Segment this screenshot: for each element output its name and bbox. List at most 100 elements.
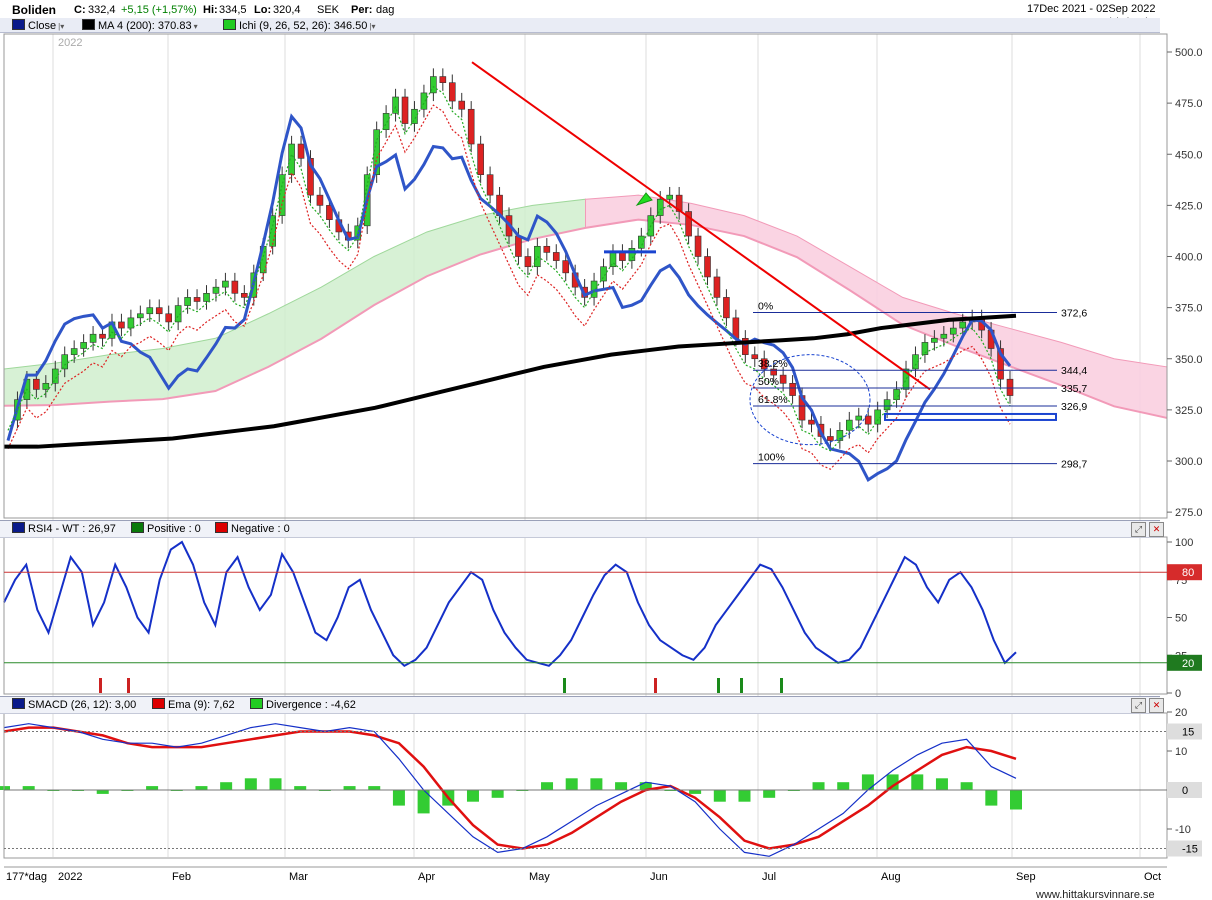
zoom-icon[interactable]: ⤢	[1131, 698, 1146, 713]
candle-down	[401, 96, 409, 124]
fib-value-label: 344,4	[1061, 365, 1087, 377]
candle-up	[392, 96, 399, 114]
chevron-down-icon[interactable]: ▾	[193, 22, 198, 31]
divergence-bar	[590, 778, 603, 790]
rsi-signal-bar	[740, 678, 743, 693]
y-tick-label: 400.0	[1175, 252, 1203, 264]
support-box	[884, 412, 1057, 421]
candle-down	[864, 415, 872, 425]
candle-up	[80, 342, 87, 349]
lo-label: Lo:	[254, 4, 272, 16]
trend-line	[471, 61, 931, 391]
ema-swatch	[152, 698, 165, 709]
candle-down	[808, 419, 815, 425]
y-tick-label: 500.0	[1175, 47, 1203, 59]
rsi-legend[interactable]: RSI4 - WT : 26,97	[12, 522, 116, 535]
candle-up	[212, 286, 220, 294]
smacd-label: SMACD (26, 12): 3,00	[28, 699, 137, 711]
period-label: 177*dag	[6, 871, 47, 883]
zoom-icon[interactable]: ⤢	[1131, 522, 1146, 537]
candle-down	[713, 276, 721, 298]
close-icon[interactable]: ✕	[1149, 698, 1164, 713]
rsi-y-tick-label: 100	[1175, 537, 1193, 549]
chevron-down-icon[interactable]: |▾	[58, 22, 65, 31]
smacd-y-tick-label: -10	[1175, 824, 1191, 836]
divergence-bar	[244, 778, 257, 790]
fib-pct-label: 61.8%	[758, 394, 788, 406]
legend-ma[interactable]: MA 4 (200): 370.83 ▾	[82, 19, 198, 32]
divergence-bar	[417, 790, 430, 814]
y-tick-label: 275.0	[1175, 507, 1203, 519]
x-tick-label: Sep	[1016, 871, 1036, 883]
ma-line	[4, 313, 1017, 449]
period-label: Per:	[351, 4, 373, 16]
candle-down	[524, 256, 532, 268]
rsi-level-80-badge	[1167, 564, 1202, 581]
close-value: 332,4	[88, 4, 116, 16]
hi-value: 334,5	[219, 4, 247, 16]
candle-up	[600, 266, 607, 282]
fib-pct-label: 100%	[758, 452, 785, 464]
candle-down	[33, 378, 40, 390]
candle-down	[165, 313, 172, 323]
divergence-bar	[0, 786, 10, 790]
x-tick-label: Apr	[418, 871, 435, 883]
candle-up	[89, 333, 97, 343]
chevron-down-icon[interactable]: |▾	[369, 22, 376, 31]
divergence-bar	[146, 786, 159, 790]
candle-up	[61, 354, 69, 370]
legend-ichi-label: Ichi (9, 26, 52, 26): 346.50	[239, 20, 368, 32]
axes: 275.0 300.0 325.0 350.0 375.0 400.0 425.0 450.0…	[3, 33, 1203, 900]
candle-up	[638, 235, 645, 249]
candle-up	[534, 245, 541, 268]
candle-down	[770, 368, 777, 376]
rsi-level-20-badge	[1167, 654, 1202, 671]
candle-up	[184, 297, 191, 306]
legend-close[interactable]: Close |▾	[12, 19, 64, 32]
fib-value-label: 298,7	[1061, 459, 1087, 471]
rsi-negative: Negative : 0	[215, 522, 290, 535]
divergence-bar	[22, 786, 35, 790]
x-tick-label: 2022	[58, 871, 82, 883]
candle-down	[723, 297, 730, 319]
candle-down	[458, 100, 466, 110]
candle-up	[855, 415, 863, 421]
kijun-line	[7, 104, 1011, 470]
divergence-bar	[615, 782, 628, 790]
divergence-label: Divergence : -4,62	[266, 699, 356, 711]
y-tick-label: 300.0	[1175, 456, 1203, 468]
y-tick-label: 425.0	[1175, 200, 1203, 212]
candle-down	[99, 333, 106, 339]
candle-down	[694, 235, 702, 257]
candle-down	[193, 297, 201, 302]
divergence-bar	[886, 774, 899, 790]
rsi-positive: Positive : 0	[131, 522, 201, 535]
smacd-legend[interactable]: SMACD (26, 12): 3,00	[12, 698, 136, 711]
candle-down	[552, 252, 560, 261]
candle-up	[42, 382, 50, 390]
close-swatch	[12, 19, 25, 30]
y-tick-label: 350.0	[1175, 354, 1203, 366]
rsi-signal-bar	[780, 678, 783, 693]
period-value: dag	[376, 4, 395, 16]
candle-up	[373, 129, 380, 176]
fib-pct-label: 50%	[758, 376, 779, 388]
rsi-signal-bar	[99, 678, 102, 693]
candle-down	[448, 82, 456, 102]
candle-up	[959, 321, 967, 329]
smacd-level-label: -15	[1182, 844, 1198, 856]
close-icon[interactable]: ✕	[1149, 522, 1164, 537]
x-tick-label: Aug	[881, 871, 901, 883]
smacd-pane-header: SMACD (26, 12): 3,00 Ema (9): 7,62 Diver…	[0, 696, 1164, 714]
fib-value-label: 372,6	[1061, 308, 1087, 320]
legend-ichi[interactable]: Ichi (9, 26, 52, 26): 346.50 |▾	[223, 19, 376, 32]
rsi-y-tick-label: 50	[1175, 613, 1187, 625]
candle-up	[836, 430, 844, 441]
divergence-bar	[294, 786, 307, 790]
ichimoku-span-b	[3, 218, 1168, 419]
candle-down	[779, 374, 787, 384]
x-tick-label: Feb	[172, 871, 191, 883]
smacd-y-tick-label: 20	[1175, 707, 1187, 719]
divergence-bar	[195, 786, 208, 790]
candle-up	[222, 280, 229, 288]
